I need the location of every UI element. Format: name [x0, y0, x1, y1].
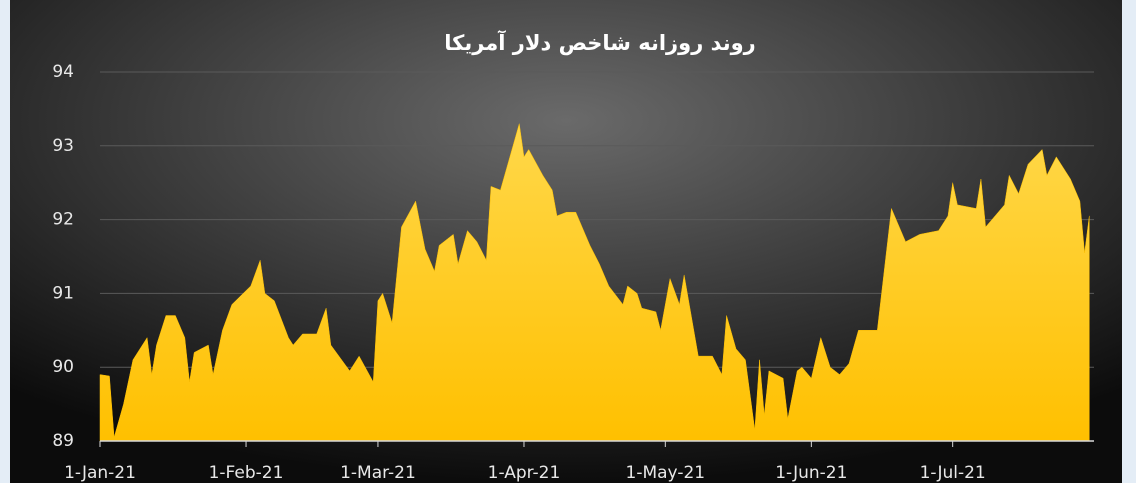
- y-tick-label: 91: [52, 283, 74, 303]
- x-tick-label: 1-Feb-21: [209, 463, 284, 483]
- x-tick-label: 1-Mar-21: [340, 463, 416, 483]
- y-tick-label: 93: [52, 136, 74, 156]
- x-tick-label: 1-Jun-21: [775, 463, 847, 483]
- area: [99, 123, 1090, 442]
- y-tick-label: 89: [52, 431, 74, 451]
- chart-title: روند روزانه شاخص دلار آمریکا: [444, 30, 756, 55]
- y-tick-label: 92: [52, 210, 74, 230]
- x-tick-label: 1-Jul-21: [920, 463, 986, 483]
- x-tick-label: 1-May-21: [626, 463, 706, 483]
- x-tick-label: 1-Jan-21: [64, 463, 136, 483]
- y-tick-label: 94: [52, 62, 74, 82]
- y-tick-label: 90: [52, 357, 74, 377]
- x-tick-label: 1-Apr-21: [488, 463, 561, 483]
